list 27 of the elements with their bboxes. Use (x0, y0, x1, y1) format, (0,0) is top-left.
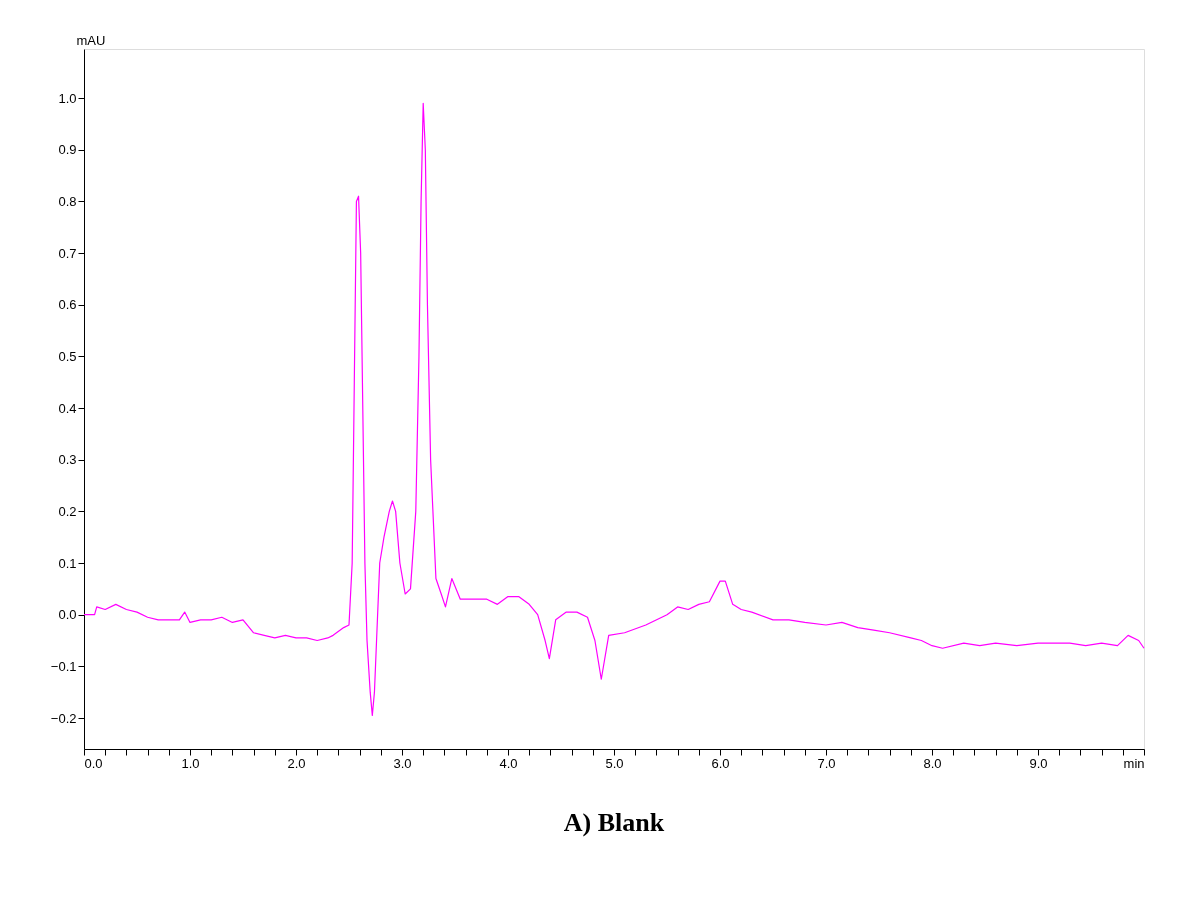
y-tick-label: 1.0 (58, 90, 77, 106)
x-tick-label: 5.0 (605, 755, 624, 771)
y-axis-title: mAU (76, 32, 106, 48)
y-tick-label: 0.5 (58, 348, 77, 364)
y-tick-label: −0.1 (50, 658, 77, 674)
y-tick-label: 0.6 (58, 297, 77, 313)
x-tick-label: 2.0 (287, 755, 306, 771)
y-tick-label: 0.9 (58, 142, 77, 158)
line-series (83, 102, 1145, 717)
x-tick-label: 7.0 (817, 755, 836, 771)
x-tick-label: min (1123, 755, 1145, 771)
y-tick-label: 0.3 (58, 452, 77, 468)
x-tick-label: 0.0 (84, 755, 103, 771)
x-tick-label: 6.0 (711, 755, 730, 771)
x-tick-label: 4.0 (499, 755, 518, 771)
y-tick-label: 0.0 (58, 607, 77, 623)
y-tick-label: −0.2 (50, 710, 77, 726)
y-tick-label: 0.2 (58, 503, 77, 519)
x-tick-label: 3.0 (393, 755, 412, 771)
y-tick-label: 0.4 (58, 400, 77, 416)
x-tick-label: 8.0 (923, 755, 942, 771)
x-tick-label: 9.0 (1029, 755, 1048, 771)
x-tick-label: 1.0 (181, 755, 200, 771)
text: A) Blank (563, 808, 665, 837)
y-tick-label: 0.1 (58, 555, 77, 571)
y-tick-label: 0.7 (58, 245, 77, 261)
y-tick-label: 0.8 (58, 193, 77, 209)
